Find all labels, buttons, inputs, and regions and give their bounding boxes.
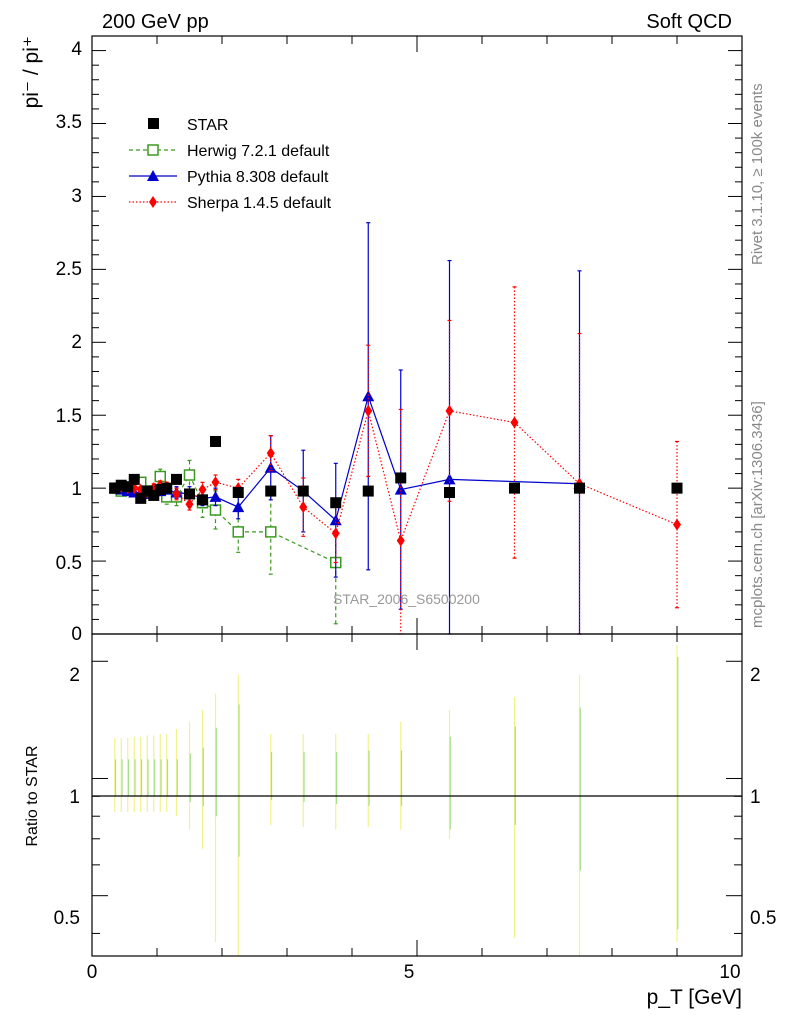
star-data-point [395,472,407,484]
axis-ticks [91,35,743,956]
legend-label: STAR [187,117,228,134]
ratio-error-bands [114,645,679,956]
star-data-point [161,482,173,494]
legend-entry-pythia: Pythia 8.308 default [129,169,329,186]
ratio-y-tick-labels: 0.5 1 2 0.5 1 2 [54,665,777,929]
legend-label: Sherpa 1.4.5 default [187,195,332,212]
x-tick-label: 10 [719,962,740,983]
plot-title-right: Soft QCD [646,11,732,33]
main-y-tick-label: 1 [71,479,82,500]
star-data-point [141,485,153,497]
star-data-point [122,481,134,493]
star-data-point [115,479,127,491]
legend: STAR Herwig 7.2.1 default Pythia 8.308 d… [129,117,332,212]
star-data-point [184,488,195,500]
star-data-point [232,487,244,499]
star-data-point [509,482,520,494]
main-y-tick-labels: 0 0.5 1 1.5 2 2.5 3 3.5 4 [56,39,83,645]
sherpa-data-point [510,416,519,429]
herwig-data-point [183,469,196,481]
pythia-data-point [209,490,222,502]
star-data-point [362,485,374,497]
star-series [109,435,683,509]
legend-star-marker [148,118,159,129]
ratio-y-tick-label: 1 [69,787,80,808]
main-y-tick-label: 3 [71,186,82,207]
legend-sherpa-marker [149,196,157,208]
main-y-tick-label: 3.5 [56,112,82,133]
legend-label: Pythia 8.308 default [187,169,329,186]
pythia-data-point [362,390,375,402]
star-data-point [109,482,121,494]
sherpa-data-point [185,498,194,511]
star-data-point [265,485,277,497]
pythia-data-point [232,501,245,513]
analysis-id-label: STAR_2006_S6500200 [333,591,480,607]
star-data-point [148,489,160,501]
sherpa-data-point [396,534,405,547]
legend-pythia-marker [147,170,159,181]
rivet-label: Rivet 3.1.10, ≥ 100k events [749,83,766,265]
pythia-data-point [394,483,407,495]
herwig-data-point [232,526,244,538]
sherpa-data-point [331,527,340,540]
sherpa-data-point [266,447,275,460]
legend-entry-herwig: Herwig 7.2.1 default [129,143,330,160]
x-tick-label: 0 [87,962,98,983]
star-data-point [671,482,683,494]
ratio-y-axis-label: Ratio to STAR [24,745,41,846]
legend-entry-star: STAR [148,117,228,134]
main-y-tick-label: 0 [71,624,82,645]
x-axis-label: p_T [GeV] [647,986,742,1009]
legend-entry-sherpa: Sherpa 1.4.5 default [129,195,332,212]
mcplots-label: mcplots.cern.ch [arXiv:1306.3436] [749,401,766,628]
sherpa-data-point [445,404,454,417]
main-y-tick-label: 4 [71,39,82,60]
sherpa-data-point [211,476,220,489]
main-y-tick-label: 2.5 [56,259,82,280]
ratio-y-tick-label-right: 0.5 [750,908,776,929]
sherpa-data-point [673,518,681,531]
main-y-tick-label: 0.5 [56,553,82,574]
herwig-data-point [265,526,277,538]
x-tick-label: 5 [404,962,415,983]
star-data-point [297,485,309,497]
main-y-axis-label: pi⁻ / pi⁺ [20,36,43,108]
star-data-point [171,473,182,485]
sherpa-data-point [299,501,308,514]
star-data-point [135,492,147,504]
star-data-point [128,473,140,485]
herwig-data-point [209,504,222,516]
star-data-point [330,497,342,509]
legend-label: Herwig 7.2.1 default [187,143,330,160]
ratio-y-tick-label-right: 1 [750,787,761,808]
star-data-point [197,494,208,506]
sherpa-data-point [172,487,181,500]
pythia-line [114,394,580,522]
main-y-tick-label: 2 [71,332,82,353]
star-data-point [574,482,585,494]
ratio-y-tick-label-right: 2 [750,665,761,686]
main-y-tick-label: 1.5 [56,406,82,427]
herwig-series [109,459,342,625]
ratio-y-tick-label: 0.5 [54,908,80,929]
star-data-point [154,484,166,496]
star-data-point [210,435,221,447]
legend-herwig-marker [147,144,159,156]
sherpa-data-point [198,483,207,496]
ratio-y-tick-label: 2 [69,665,80,686]
sherpa-series [110,286,681,635]
x-tick-labels: 0 5 10 [87,962,741,983]
star-data-point [444,487,455,499]
plot-title-left: 200 GeV pp [102,11,209,33]
sherpa-data-point [364,404,373,417]
